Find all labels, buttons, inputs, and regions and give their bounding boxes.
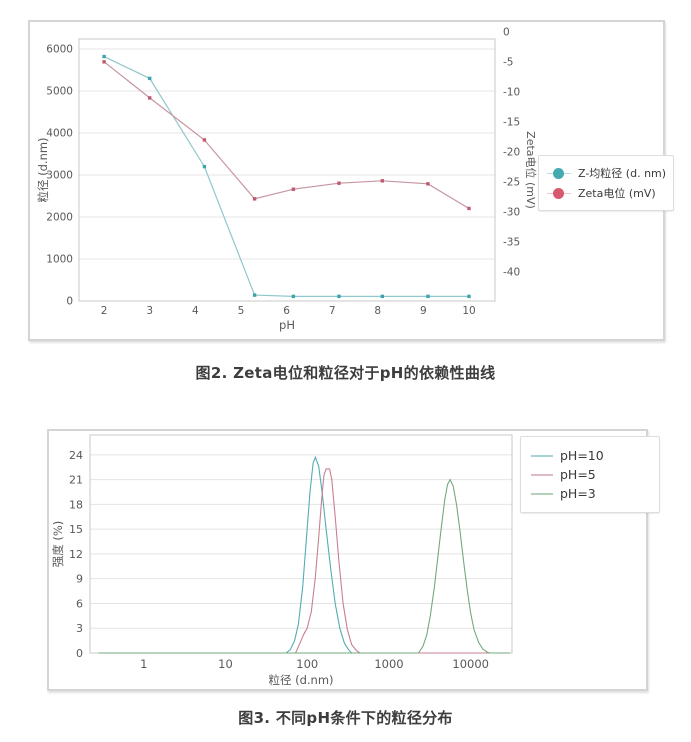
series-line [98, 478, 510, 654]
x-tick-label: 9 [420, 305, 427, 317]
y-left-tick-label: 2000 [46, 211, 73, 223]
y-tick-label: 3 [76, 622, 83, 635]
y-right-tick-label: -30 [503, 207, 520, 219]
y-right-tick-label: 0 [503, 26, 510, 38]
y-right-tick-label: -40 [503, 267, 520, 279]
data-point-marker [148, 96, 152, 100]
figure-2-caption: 图2. Zeta电位和粒径对于pH的依赖性曲线 [195, 364, 496, 382]
data-point-marker [252, 197, 257, 201]
plot-frame [78, 38, 496, 302]
zeta-ph-chart-card: 0 1000 2000 3000 4000 5000 6000 0 -5 -10 -15 -20 -25… [28, 20, 674, 341]
legend-item: pH=10 [531, 446, 649, 465]
data-point-marker [426, 182, 430, 186]
y-right-tick-label: -5 [503, 56, 513, 68]
legend-label: Zeta电位 (mV) [578, 187, 656, 200]
legend-label: pH=5 [560, 467, 596, 482]
data-point-marker [467, 294, 471, 299]
legend-item: pH=5 [531, 465, 649, 484]
plot-frame [89, 434, 513, 654]
data-point-marker [202, 138, 207, 142]
legend-label: Z-均粒径 (d. nm) [578, 167, 667, 180]
chart1-legend: Z-均粒径 (d. nm) Zeta电位 (mV) [538, 155, 674, 211]
legend-label: pH=10 [560, 448, 604, 463]
y-tick-label: 21 [69, 474, 83, 487]
y-right-tick-label: -15 [503, 116, 520, 128]
x-tick-label: 8 [374, 305, 381, 317]
y-right-tick-label: -10 [503, 86, 520, 98]
data-point-marker [426, 294, 430, 299]
x-tick-label: 5 [238, 305, 245, 317]
x-tick-label: 100 [296, 657, 318, 671]
x-tick-label: 10000 [452, 657, 489, 671]
y-tick-label: 9 [76, 573, 83, 586]
series-line [98, 455, 510, 654]
y-tick-label: 24 [69, 449, 83, 462]
legend-item: pH=3 [531, 484, 649, 503]
x-tick-label: 4 [192, 305, 199, 317]
series-line [103, 61, 470, 210]
y-right-tick-label: -20 [503, 146, 520, 158]
series-line [98, 468, 510, 654]
legend-item: Zeta电位 (mV) [547, 183, 667, 203]
legend-item: Z-均粒径 (d. nm) [547, 163, 667, 183]
plot-area: 0 1000 2000 3000 4000 5000 6000 0 -5 -10 -15 -20 -25… [36, 26, 538, 332]
data-point-marker [291, 187, 296, 191]
size-distribution-chart-card: 0 3 6 9 12 15 18 21 24 1 10 100 1000 10000 粒径 (d.nm) 强度… [47, 429, 660, 691]
legend-line-marker-icon [547, 187, 571, 199]
data-point-marker [291, 294, 296, 299]
y-right-tick-label: -35 [503, 237, 520, 249]
x-tick-label: 1 [140, 657, 147, 671]
y-tick-label: 15 [69, 523, 83, 536]
y-left-tick-label: 6000 [46, 43, 73, 55]
y-tick-label: 0 [76, 647, 83, 660]
x-axis-label: 粒径 (d.nm) [268, 673, 333, 687]
x-tick-label: 10 [218, 657, 233, 671]
y-left-tick-label: 3000 [46, 169, 73, 181]
y-tick-label: 6 [76, 597, 83, 610]
data-point-marker [337, 294, 341, 299]
y-right-axis-label: Zeta电位 (mV) [524, 131, 538, 209]
plot-area: 0 3 6 9 12 15 18 21 24 1 10 100 1000 10000 粒径 (d.nm) 强度… [51, 434, 513, 687]
legend-line-icon [531, 473, 553, 476]
data-point-marker [202, 164, 207, 169]
legend-line-icon [531, 454, 553, 457]
data-point-marker [252, 293, 257, 297]
data-point-marker [467, 206, 471, 211]
x-tick-label: 10 [462, 305, 475, 317]
y-tick-label: 18 [69, 498, 83, 511]
data-point-marker [337, 181, 341, 185]
legend-label: pH=3 [560, 486, 596, 501]
data-point-marker [102, 54, 106, 59]
y-left-tick-label: 4000 [46, 127, 73, 139]
y-left-tick-label: 0 [66, 296, 73, 308]
y-left-tick-label: 1000 [46, 253, 73, 265]
series-line [103, 56, 469, 297]
x-axis-label: pH [279, 318, 295, 332]
x-tick-label: 7 [329, 305, 336, 317]
y-left-axis-label: 粒径 (d.nm) [36, 137, 50, 202]
x-tick-label: 3 [146, 305, 153, 317]
y-tick-label: 12 [69, 548, 83, 561]
size-distribution-chart: 0 3 6 9 12 15 18 21 24 1 10 100 1000 10000 粒径 (d.nm) 强度… [51, 434, 513, 687]
legend-line-marker-icon [547, 167, 571, 179]
zeta-ph-chart: 0 1000 2000 3000 4000 5000 6000 0 -5 -10 -15 -20 -25… [36, 26, 538, 332]
figure-3-caption: 图3. 不同pH条件下的粒径分布 [238, 709, 453, 727]
data-point-marker [148, 76, 152, 81]
data-point-marker [102, 60, 106, 64]
y-right-tick-label: -25 [503, 177, 520, 189]
data-point-marker [380, 294, 385, 299]
chart2-legend: pH=10 pH=5 pH=3 [520, 436, 660, 513]
y-axis-label: 强度 (%) [51, 521, 65, 568]
x-tick-label: 1000 [374, 657, 403, 671]
y-left-tick-label: 5000 [46, 85, 73, 97]
x-tick-label: 2 [101, 305, 108, 317]
legend-line-icon [531, 492, 553, 495]
x-tick-label: 6 [283, 305, 290, 317]
data-point-marker [380, 179, 385, 183]
